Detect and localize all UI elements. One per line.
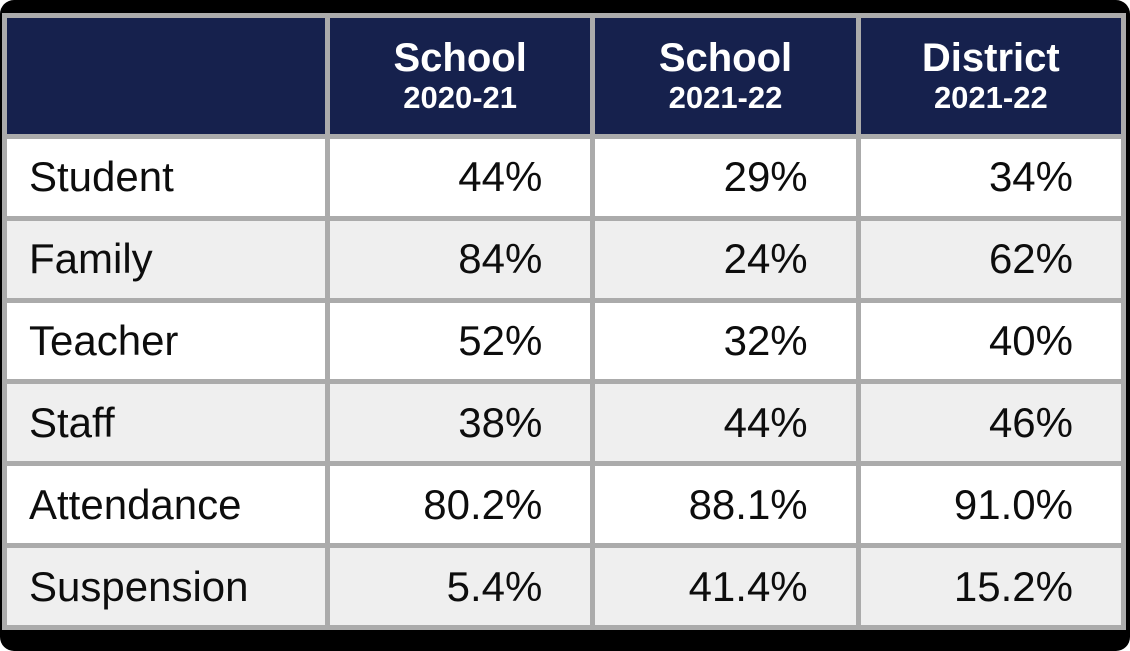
cell-value: 46% <box>860 384 1121 462</box>
row-label: Suspension <box>7 548 325 625</box>
table-row: Student 44% 29% 34% <box>7 139 1121 216</box>
table-row: Teacher 52% 32% 40% <box>7 302 1121 380</box>
header-row: School 2020-21 School 2021-22 District 2… <box>7 18 1121 134</box>
column-subtitle: 2021-22 <box>668 80 783 116</box>
row-label: Staff <box>7 384 325 462</box>
cell-value: 52% <box>330 302 591 380</box>
column-title: School <box>658 36 793 81</box>
table-body: Student 44% 29% 34% Family 84% 24% 62% T… <box>7 139 1121 625</box>
cell-value: 80.2% <box>330 466 591 544</box>
metrics-table: School 2020-21 School 2021-22 District 2… <box>2 13 1126 630</box>
cell-value: 15.2% <box>860 548 1121 625</box>
row-label: Student <box>7 139 325 216</box>
cell-value: 5.4% <box>330 548 591 625</box>
cell-value: 44% <box>330 139 591 216</box>
cell-value: 88.1% <box>595 466 856 544</box>
row-label: Teacher <box>7 302 325 380</box>
table-row: Staff 38% 44% 46% <box>7 384 1121 462</box>
cell-value: 29% <box>595 139 856 216</box>
table-header: School 2020-21 School 2021-22 District 2… <box>7 18 1121 134</box>
cell-value: 41.4% <box>595 548 856 625</box>
cell-value: 44% <box>595 384 856 462</box>
column-header-district-2021-22: District 2021-22 <box>860 18 1121 134</box>
table-row: Suspension 5.4% 41.4% 15.2% <box>7 548 1121 625</box>
cell-value: 32% <box>595 302 856 380</box>
row-label: Attendance <box>7 466 325 544</box>
column-header-school-2020-21: School 2020-21 <box>330 18 591 134</box>
cell-value: 40% <box>860 302 1121 380</box>
cell-value: 91.0% <box>860 466 1121 544</box>
cell-value: 84% <box>330 220 591 298</box>
row-label: Family <box>7 220 325 298</box>
column-header-school-2021-22: School 2021-22 <box>595 18 856 134</box>
cell-value: 24% <box>595 220 856 298</box>
column-title: District <box>921 36 1060 81</box>
cell-value: 62% <box>860 220 1121 298</box>
cell-value: 34% <box>860 139 1121 216</box>
empty-header-cell <box>7 18 325 134</box>
table-row: Family 84% 24% 62% <box>7 220 1121 298</box>
column-subtitle: 2021-22 <box>933 80 1048 116</box>
cell-value: 38% <box>330 384 591 462</box>
table-row: Attendance 80.2% 88.1% 91.0% <box>7 466 1121 544</box>
column-subtitle: 2020-21 <box>403 80 518 116</box>
column-title: School <box>393 36 527 81</box>
